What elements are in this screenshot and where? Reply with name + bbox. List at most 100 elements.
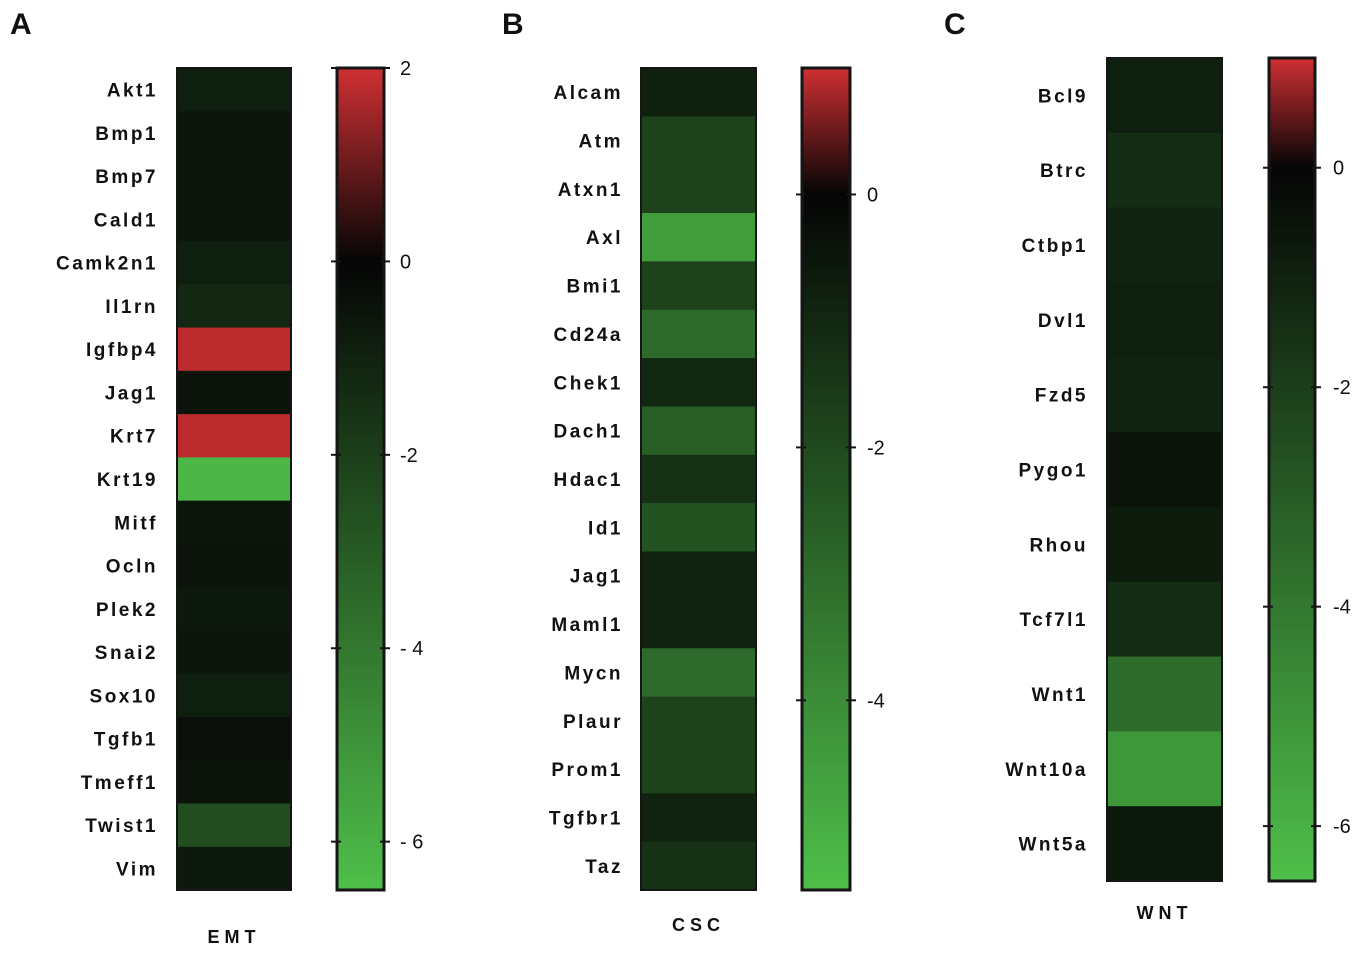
- heatmap-border: [640, 67, 757, 891]
- row-label-camk2n1: Camk2n1: [56, 254, 158, 275]
- row-label-rhou: Rhou: [1029, 535, 1088, 556]
- heatmap-cell-tcf7l1: [1107, 581, 1222, 658]
- row-label-il1rn: Il1rn: [105, 297, 158, 318]
- category-label: WNT: [1137, 903, 1193, 923]
- row-label-igfbp4: Igfbp4: [86, 340, 158, 361]
- scale-tick-label: -4: [1333, 597, 1351, 619]
- heatmap-cell-cald1: [177, 197, 291, 242]
- heatmap-cell-dach1: [641, 406, 756, 456]
- heatmap-cell-sox10: [177, 673, 291, 718]
- row-label-tgfb1: Tgfb1: [94, 730, 158, 751]
- row-label-tcf7l1: Tcf7l1: [1019, 610, 1088, 631]
- heatmap-cell-btrc: [1107, 132, 1222, 209]
- heatmap-cell-prom1: [641, 744, 756, 794]
- row-label-tmeff1: Tmeff1: [81, 773, 158, 794]
- heatmap-cell-igfbp4: [177, 327, 291, 372]
- heatmap-cell-twist1: [177, 803, 291, 848]
- row-label-bcl9: Bcl9: [1038, 86, 1088, 107]
- row-label-atm: Atm: [579, 132, 623, 153]
- heatmap-cell-tgfb1: [177, 716, 291, 761]
- heatmap-cell-alcam: [641, 68, 756, 117]
- heatmap-border: [176, 67, 292, 891]
- row-label-atxn1: Atxn1: [558, 180, 623, 201]
- row-label-wnt1: Wnt1: [1032, 685, 1088, 706]
- row-label-pygo1: Pygo1: [1018, 461, 1088, 482]
- heatmap-cell-bmi1: [641, 261, 756, 311]
- scale-tick-label: -2: [400, 445, 418, 467]
- scale-tick-label: - 4: [400, 638, 423, 660]
- scale-tick-label: -2: [1333, 377, 1351, 399]
- category-label: CSC: [672, 915, 725, 935]
- color-scale-bar: [1267, 56, 1317, 883]
- scale-tick-label: 0: [1333, 158, 1344, 180]
- panel-letter: B: [502, 8, 524, 41]
- heatmap-cell-krt7: [177, 414, 291, 458]
- category-label: EMT: [208, 927, 261, 947]
- heatmap-cell-mitf: [177, 500, 291, 545]
- heatmap-cell-ocln: [177, 543, 291, 588]
- row-label-bmp7: Bmp7: [95, 167, 158, 188]
- heatmap-cell-dvl1: [1107, 282, 1222, 358]
- heatmap-cell-vim: [177, 846, 291, 891]
- color-scale-bar: [335, 66, 386, 892]
- row-label-dach1: Dach1: [553, 422, 623, 443]
- heatmap-cell-axl: [641, 213, 756, 262]
- panel-c: C Bcl9 Btrc Ctbp1 Dvl1 Fzd5 Pygo1 Rhou Tcf7l1 Wnt…: [944, 8, 1351, 923]
- row-label-vim: Vim: [116, 859, 158, 880]
- row-label-jag1: Jag1: [105, 383, 158, 404]
- heatmap-border: [1106, 57, 1223, 882]
- heatmap-cell-cd24a: [641, 309, 756, 359]
- row-label-bmi1: Bmi1: [567, 277, 623, 298]
- heatmap-cell-atm: [641, 116, 756, 166]
- heatmap-cell-akt1: [177, 68, 291, 112]
- row-label-plek2: Plek2: [96, 600, 158, 621]
- heatmap-cell-fzd5: [1107, 357, 1222, 433]
- color-scale-bar: [800, 66, 852, 892]
- heatmap-cell-snai2: [177, 630, 291, 675]
- heatmap-cell-plaur: [641, 696, 756, 746]
- scale-tick-label: 0: [867, 184, 878, 206]
- row-label-fzd5: Fzd5: [1035, 386, 1088, 407]
- heatmap-cell-hdac1: [641, 454, 756, 504]
- row-label-id1: Id1: [588, 518, 623, 539]
- heatmap-cell-bmp7: [177, 154, 291, 199]
- heatmap-cell-bcl9: [1107, 58, 1222, 134]
- row-label-prom1: Prom1: [551, 760, 623, 781]
- heatmap-cell-mycn: [641, 648, 756, 698]
- heatmap-cell-camk2n1: [177, 241, 291, 285]
- heatmap-cell-jag1: [177, 370, 291, 415]
- row-label-plaur: Plaur: [563, 712, 623, 733]
- scale-tick-label: - 6: [400, 832, 423, 854]
- panel-b: B Alcam Atm Atxn1 Axl Bmi1 Cd24a Chek1 Dach1 Hdac…: [502, 8, 885, 935]
- row-label-alcam: Alcam: [553, 83, 623, 104]
- heatmap-cell-atxn1: [641, 164, 756, 214]
- heatmap-cell-chek1: [641, 358, 756, 407]
- heatmap-cell-rhou: [1107, 506, 1222, 583]
- panel-letter: A: [10, 8, 32, 41]
- heatmap-cell-taz: [641, 841, 756, 891]
- row-label-cd24a: Cd24a: [553, 325, 623, 346]
- row-label-cald1: Cald1: [94, 210, 158, 231]
- heatmap-cell-id1: [641, 503, 756, 553]
- row-label-akt1: Akt1: [107, 81, 158, 102]
- heatmap-cell-plek2: [177, 587, 291, 631]
- row-label-krt19: Krt19: [97, 470, 158, 491]
- scale-tick-label: 2: [400, 58, 411, 80]
- row-label-tgfbr1: Tgfbr1: [549, 808, 623, 829]
- heatmap-cell-jag1: [641, 551, 756, 601]
- heatmap-cell-wnt1: [1107, 656, 1222, 732]
- row-label-dvl1: Dvl1: [1038, 311, 1088, 332]
- row-label-axl: Axl: [586, 228, 623, 249]
- heatmap-cell-tmeff1: [177, 760, 291, 804]
- scale-tick-label: -2: [867, 437, 885, 459]
- row-label-mitf: Mitf: [114, 513, 158, 534]
- heatmap-cell-ctbp1: [1107, 207, 1222, 283]
- row-label-snai2: Snai2: [95, 643, 158, 664]
- heatmap-cell-il1rn: [177, 284, 291, 329]
- panel-letter: C: [944, 8, 966, 41]
- row-label-ctbp1: Ctbp1: [1022, 236, 1088, 257]
- heatmap-cell-pygo1: [1107, 432, 1222, 508]
- row-label-chek1: Chek1: [553, 373, 623, 394]
- row-label-maml1: Maml1: [551, 615, 623, 636]
- row-label-bmp1: Bmp1: [95, 124, 158, 145]
